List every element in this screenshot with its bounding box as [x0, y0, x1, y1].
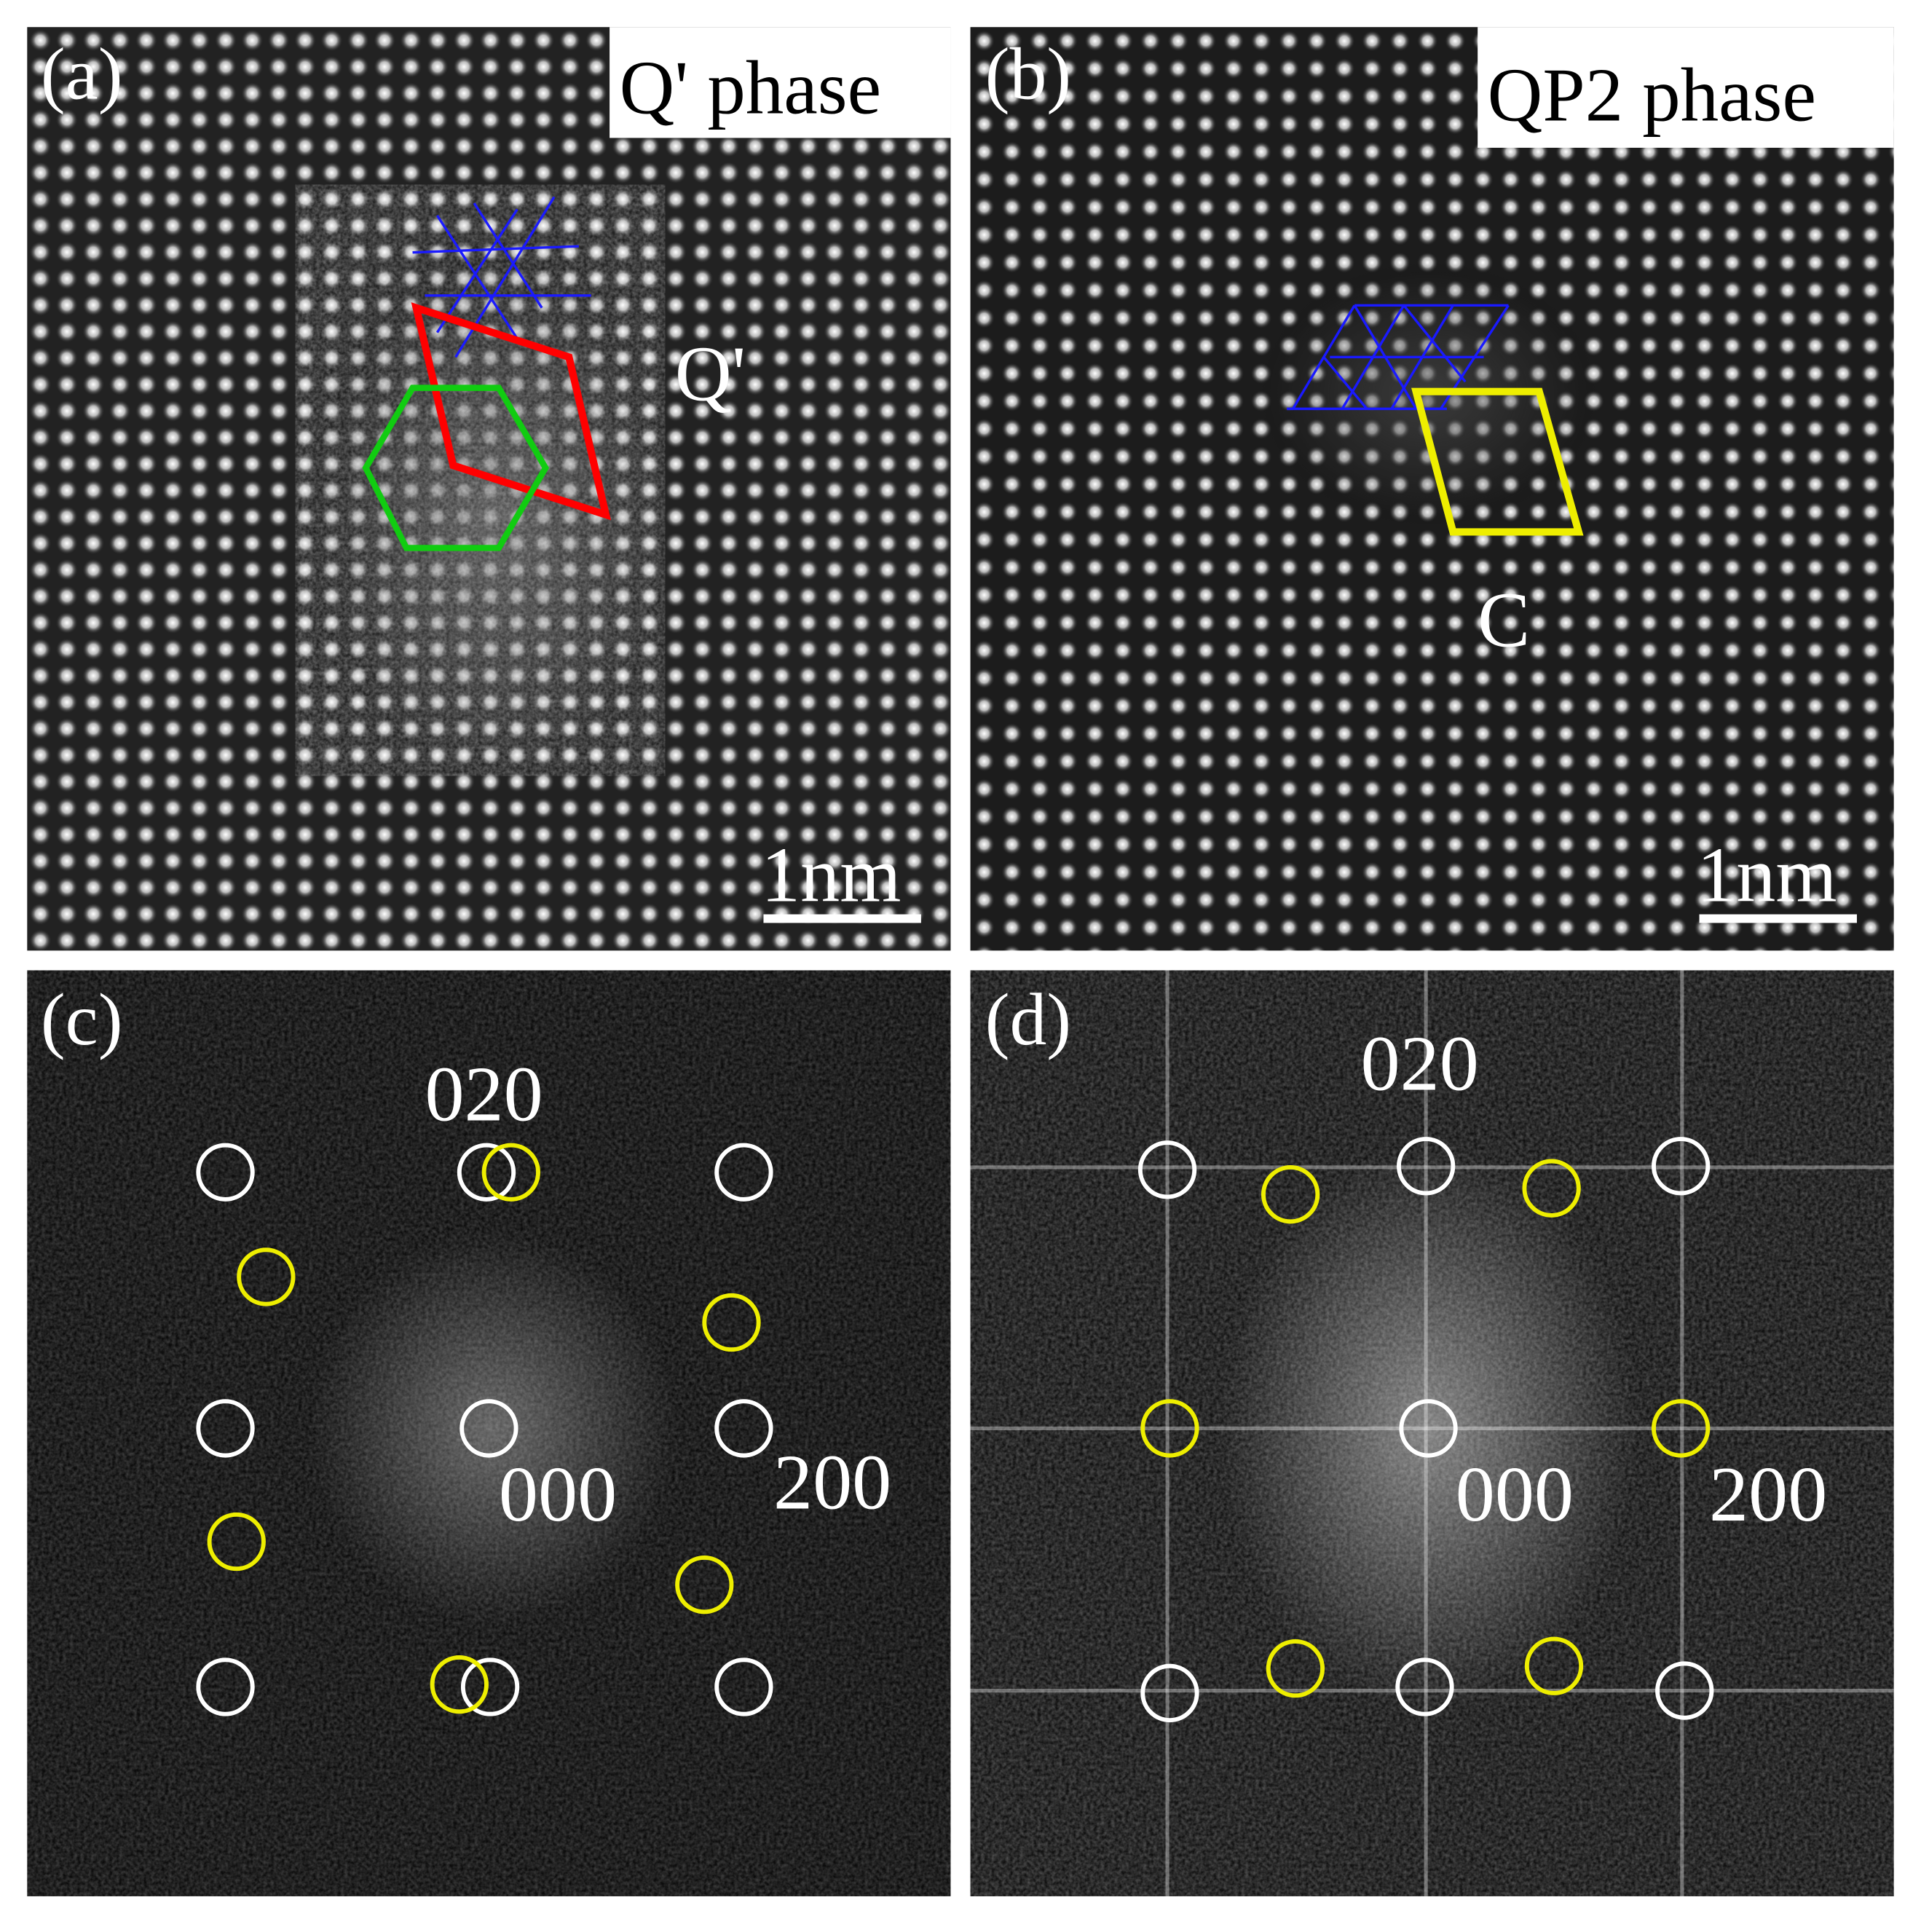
panel-label: (b): [985, 33, 1071, 114]
annotation: C: [1478, 577, 1530, 664]
panel-d: (d) 020 000 200: [970, 970, 1894, 1896]
spot-label: 020: [1361, 1020, 1479, 1107]
panel-title: Q' phase: [620, 46, 881, 130]
spot-label: 000: [1456, 1451, 1574, 1538]
spot-label: 000: [499, 1451, 617, 1538]
panel-a: (a) Q' phase Q' 1nm: [27, 27, 951, 951]
panel-b: (b) QP2 phase C 1nm: [970, 27, 1894, 951]
spot-label: 200: [773, 1439, 891, 1526]
panel-title: QP2 phase: [1488, 53, 1816, 138]
annotation: Q': [675, 331, 746, 418]
panel-label: (a): [41, 33, 123, 114]
panel-label: (d): [985, 979, 1071, 1060]
scale-bar-label: 1nm: [1697, 832, 1837, 919]
spot-label: 020: [425, 1052, 543, 1138]
spot-label: 200: [1709, 1451, 1827, 1538]
panel-label: (c): [41, 979, 123, 1060]
scale-bar-label: 1nm: [761, 832, 901, 919]
panel-c: (c) 020 000 200: [27, 970, 951, 1896]
